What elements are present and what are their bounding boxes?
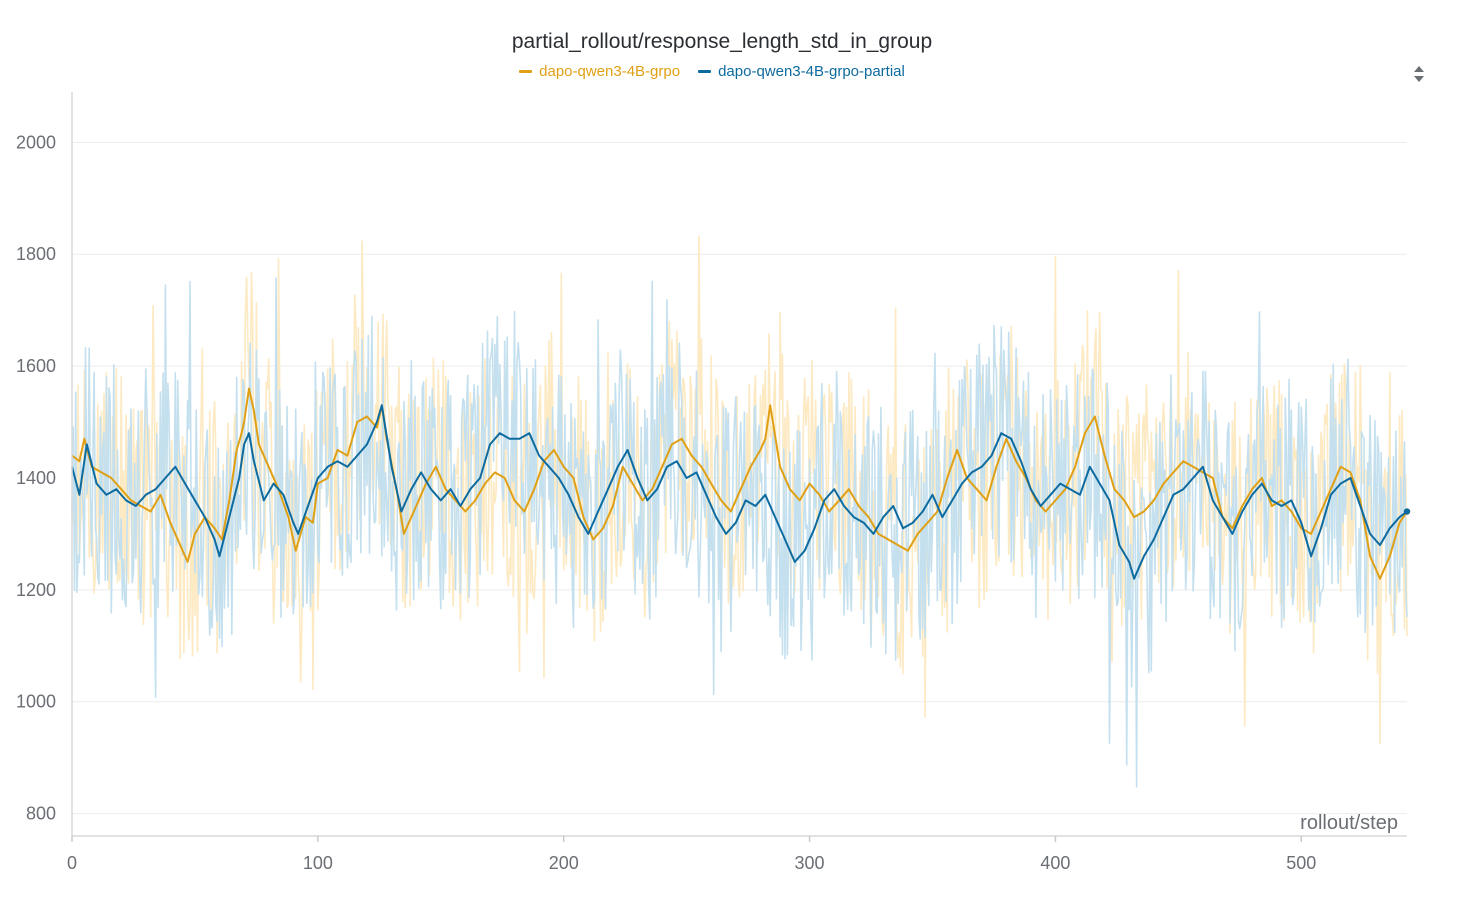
legend-label-grpo: dapo-qwen3-4B-grpo: [539, 63, 681, 80]
legend-swatch-grpo: [519, 70, 533, 73]
y-tick-label: 1200: [16, 580, 56, 600]
y-tick-label: 800: [26, 804, 56, 824]
y-tick-label: 2000: [16, 132, 56, 152]
chart-title: partial_rollout/response_length_std_in_g…: [511, 30, 933, 53]
legend-label-grpo-partial: dapo-qwen3-4B-grpo-partial: [718, 63, 905, 80]
x-tick-label: 300: [795, 853, 825, 873]
smoothed-series-line-0: [71, 387, 1408, 580]
x-tick-label: 100: [303, 853, 333, 873]
legend-item-grpo[interactable]: dapo-qwen3-4B-grpo: [519, 63, 680, 80]
series-endpoint-1: [1403, 508, 1411, 515]
y-tick-label: 1800: [16, 244, 56, 264]
sort-arrows-icon[interactable]: [1410, 64, 1428, 84]
raw-series-line-1: [71, 277, 1408, 788]
x-axis-title: rollout/step: [1300, 812, 1398, 834]
legend-swatch-grpo-partial: [698, 70, 712, 73]
axes: 800 1000 1200 1400 1600 1800 2000 0 100 200 300 400…: [16, 92, 1407, 873]
legend-item-grpo-partial[interactable]: dapo-qwen3-4B-grpo-partial: [698, 63, 905, 80]
smoothed-series-line-1: [71, 404, 1408, 580]
x-tick-label: 200: [549, 853, 579, 873]
x-tick-label: 500: [1286, 853, 1316, 873]
y-tick-label: 1600: [16, 356, 56, 376]
x-tick-label: 400: [1040, 853, 1070, 873]
y-tick-label: 1000: [16, 692, 56, 712]
smoothed-series-layer: [71, 387, 1411, 580]
x-tick-label: 0: [67, 853, 77, 873]
y-tick-label: 1400: [16, 468, 56, 488]
raw-series-layer: [71, 235, 1408, 788]
legend: dapo-qwen3-4B-grpo dapo-qwen3-4B-grpo-pa…: [0, 63, 1424, 80]
